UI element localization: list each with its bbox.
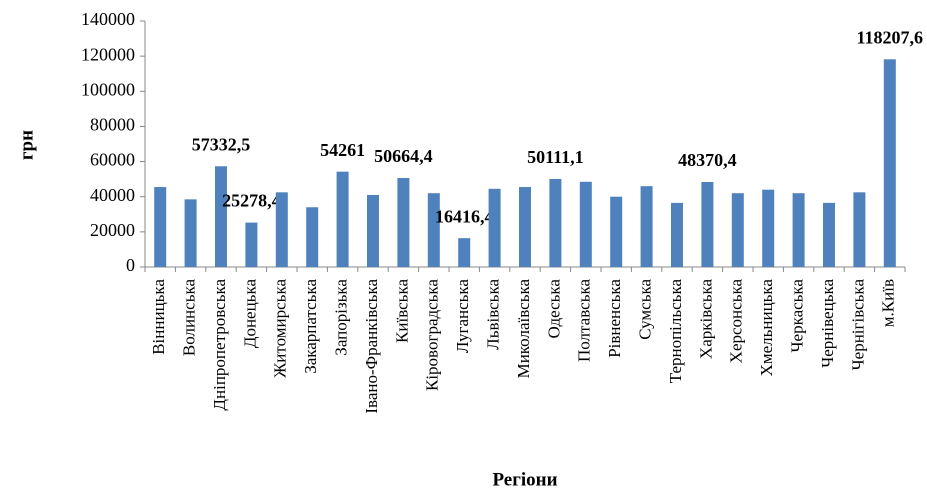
bar xyxy=(397,177,410,267)
y-tick-label: 120000 xyxy=(81,44,135,64)
y-axis-title: грн xyxy=(16,130,37,160)
x-tick-label: Полтавська xyxy=(575,279,594,362)
x-tick-label: Одеська xyxy=(544,279,563,339)
x-tick-label: Тернопільська xyxy=(666,279,685,384)
value-label: 118207,6 xyxy=(857,27,924,47)
x-tick-label: Івано-Франківська xyxy=(362,279,381,414)
x-tick-label: Харківська xyxy=(696,279,715,360)
x-tick-label: Рівненська xyxy=(605,279,624,358)
bar xyxy=(184,199,197,267)
bar xyxy=(792,193,805,267)
y-tick-label: 80000 xyxy=(90,115,135,135)
x-tick-label: Волинська xyxy=(180,279,199,357)
bar xyxy=(853,192,866,267)
y-tick-label: 60000 xyxy=(90,150,135,170)
bar xyxy=(367,194,379,267)
bar xyxy=(731,193,744,267)
bar xyxy=(519,187,531,267)
bar xyxy=(823,202,835,267)
x-tick-label: Закарпатська xyxy=(301,279,320,374)
x-tick-label: Вінницька xyxy=(149,279,168,355)
x-tick-label: Миколаївська xyxy=(514,279,533,379)
bar xyxy=(245,222,258,267)
bar xyxy=(883,59,896,267)
y-tick-label: 140000 xyxy=(81,9,135,29)
x-tick-label: Київська xyxy=(392,279,411,343)
x-tick-label: Луганська xyxy=(453,279,472,354)
bar xyxy=(488,188,501,267)
bar xyxy=(306,207,319,267)
x-tick-label: Хмельницька xyxy=(757,279,776,377)
bar xyxy=(579,181,592,267)
bar xyxy=(154,187,167,267)
bar xyxy=(610,196,623,267)
bar xyxy=(215,166,227,267)
bar xyxy=(427,193,440,267)
bar xyxy=(762,189,775,267)
x-tick-label: Житомирська xyxy=(271,279,290,378)
x-tick-label: Львівська xyxy=(484,279,503,350)
x-tick-label: Кіровоградська xyxy=(423,279,442,391)
x-tick-label: Запорізька xyxy=(332,279,351,356)
value-label: 50664,4 xyxy=(374,146,433,166)
bar xyxy=(458,238,471,267)
value-label: 57332,5 xyxy=(192,134,251,154)
y-tick-label: 0 xyxy=(126,255,135,275)
x-tick-label: Черкаська xyxy=(788,279,807,353)
x-tick-label: Дніпропетровська xyxy=(210,279,229,411)
x-tick-label: Донецька xyxy=(240,279,259,349)
value-label: 50111,1 xyxy=(527,147,584,167)
y-tick-label: 40000 xyxy=(90,185,135,205)
bar xyxy=(671,202,683,267)
x-tick-label: Чернівецька xyxy=(818,279,837,368)
x-tick-label: м.Київ xyxy=(879,279,898,327)
y-tick-label: 20000 xyxy=(90,220,135,240)
value-label: 48370,4 xyxy=(678,150,737,170)
value-label: 54261 xyxy=(320,140,365,160)
bar xyxy=(549,178,562,267)
bar xyxy=(336,171,349,267)
bar xyxy=(640,186,653,267)
value-label: 16416,4 xyxy=(435,206,494,226)
x-tick-label: Херсонська xyxy=(727,279,746,364)
y-tick-label: 100000 xyxy=(81,79,135,99)
bar xyxy=(275,192,288,267)
bar xyxy=(701,182,714,267)
x-tick-label: Сумська xyxy=(636,279,655,340)
x-axis-title: Регіони xyxy=(492,469,557,490)
x-tick-label: Чернігівська xyxy=(848,279,867,371)
value-label: 25278,4 xyxy=(222,191,281,211)
